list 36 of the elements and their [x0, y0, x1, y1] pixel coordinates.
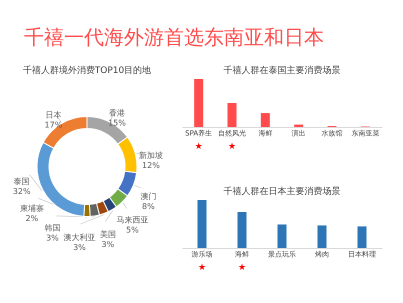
chart-title: 千禧人群在泰国主要消费场景 — [224, 65, 340, 76]
data-label: 15% — [108, 118, 126, 128]
text: ★ — [228, 142, 236, 152]
text: ★ — [238, 263, 246, 273]
slice-label: 澳大利亚 — [63, 233, 96, 242]
text: ★ — [194, 142, 203, 152]
slice-label: 美国 — [100, 230, 116, 240]
data-label: 8% — [142, 202, 156, 211]
text: 千禧一代海外游首选东南亚和日本 — [24, 25, 324, 49]
bar — [238, 212, 246, 248]
data-label: 17% — [44, 120, 63, 130]
data-label: 3% — [46, 234, 60, 243]
bar — [194, 79, 204, 127]
bar — [198, 200, 206, 248]
slice-label: 马来西亚 — [116, 215, 148, 224]
slice-label: 香港 — [108, 108, 125, 118]
slice-label: 柬埔寨 — [20, 204, 44, 213]
data-label: 3% — [73, 243, 86, 252]
data-label: 5% — [126, 225, 140, 234]
chart-title: 千禧人群在日本主要消费场景 — [224, 186, 340, 197]
slice-label: 泰国 — [14, 177, 30, 186]
slice-label: 日本 — [45, 110, 62, 120]
bar — [358, 226, 366, 248]
slice-label: 新加坡 — [138, 151, 163, 160]
bar — [260, 113, 270, 127]
text: ★ — [198, 263, 206, 273]
chart-title: 千禧人群境外消费TOP10目的地 — [22, 65, 152, 76]
data-label: 12% — [142, 161, 160, 170]
data-label: 2% — [26, 214, 39, 223]
bar — [278, 224, 286, 248]
slice-label: 韩国 — [44, 224, 60, 233]
data-label: 32% — [12, 187, 31, 196]
bar — [228, 103, 236, 127]
slice-label: 澳门 — [140, 192, 156, 201]
bar — [318, 225, 326, 248]
data-label: 3% — [101, 240, 115, 250]
